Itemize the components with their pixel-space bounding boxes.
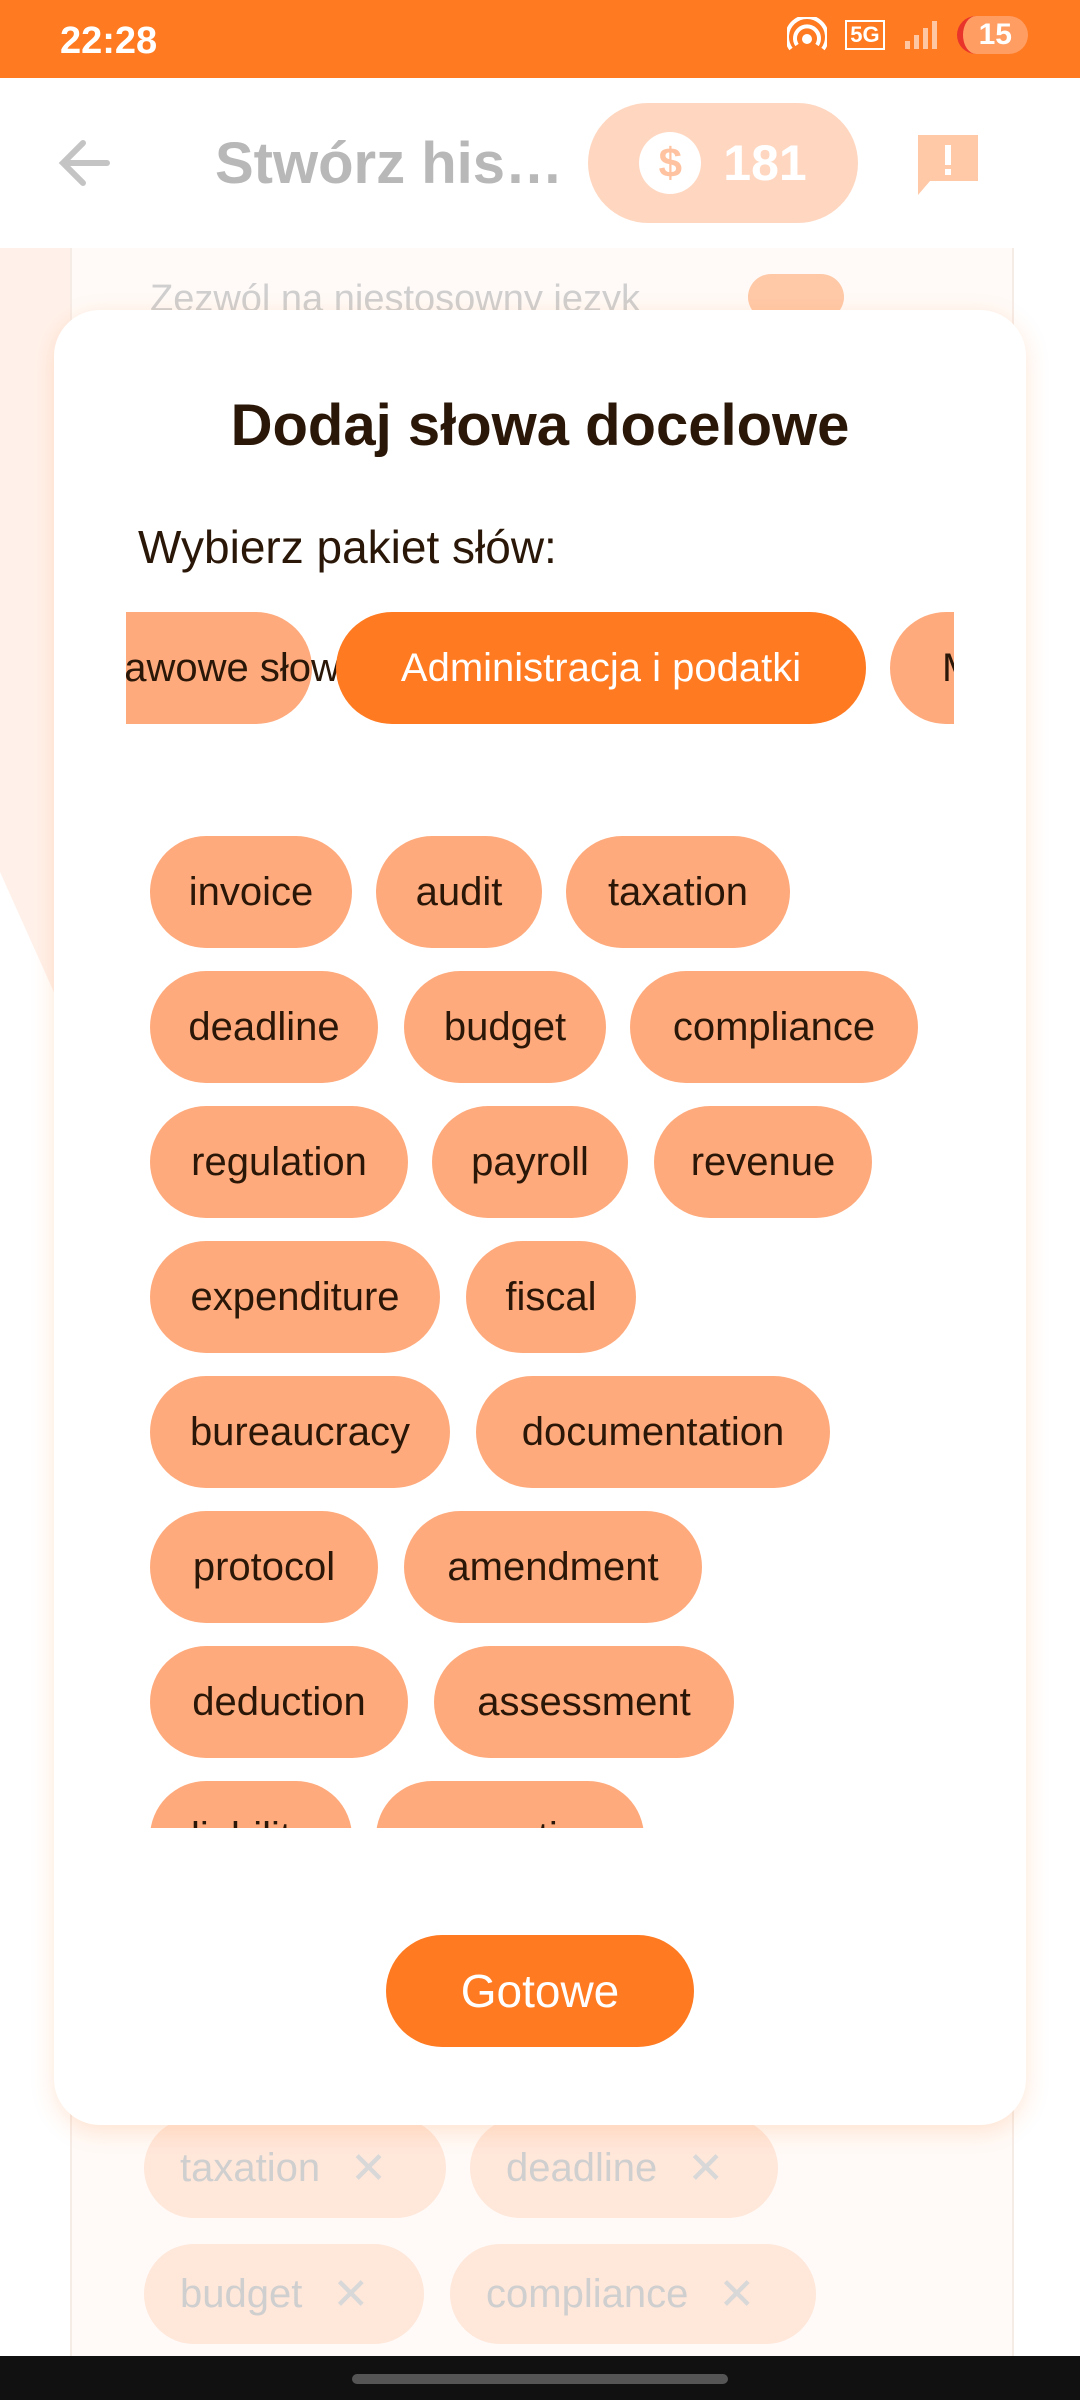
network-5g-icon: 5G — [845, 20, 885, 50]
selected-word-chip[interactable]: deadline ✕ — [470, 2118, 778, 2218]
word-chip[interactable]: taxation — [566, 836, 790, 948]
pack-label: Wybierz pakiet słów: — [138, 521, 557, 573]
dialog-title: Dodaj słowa docelowe — [230, 393, 850, 458]
word-chip[interactable]: exemption — [376, 1781, 644, 1828]
word-chip[interactable]: fiscal — [466, 1241, 636, 1353]
word-chip[interactable]: revenue — [654, 1106, 872, 1218]
back-arrow-icon[interactable] — [55, 138, 111, 188]
hotspot-icon — [787, 17, 828, 51]
pack-chip-selected[interactable]: Administracja i podatki — [336, 612, 866, 724]
status-bar: 22:28 5G 15 — [0, 0, 1080, 78]
remove-icon[interactable]: ✕ — [687, 2143, 725, 2193]
word-pack-selector[interactable]: Podstawowe słowa Administracja i podatki… — [126, 612, 954, 724]
word-chip[interactable]: deadline — [150, 971, 378, 1083]
word-chip[interactable]: expenditure — [150, 1241, 440, 1353]
word-chip[interactable]: liability — [150, 1781, 352, 1828]
word-chip[interactable]: assessment — [434, 1646, 734, 1758]
word-chip[interactable]: payroll — [432, 1106, 628, 1218]
word-chip[interactable]: protocol — [150, 1511, 378, 1623]
remove-icon[interactable]: ✕ — [332, 2269, 370, 2319]
word-chip[interactable]: bureaucracy — [150, 1376, 450, 1488]
home-gesture-handle[interactable] — [352, 2374, 728, 2384]
word-chip[interactable]: documentation — [476, 1376, 830, 1488]
word-chip[interactable]: deduction — [150, 1646, 408, 1758]
signal-icon — [904, 21, 937, 49]
word-chip[interactable]: compliance — [630, 971, 918, 1083]
selected-word-chip[interactable]: compliance ✕ — [450, 2244, 816, 2344]
pack-chip[interactable]: M — [890, 612, 954, 724]
selected-word-label: deadline — [506, 2145, 658, 2190]
word-chip[interactable]: invoice — [150, 836, 352, 948]
pack-chip[interactable]: Podstawowe słowa — [126, 612, 362, 724]
coin-balance[interactable]: $ 181 — [588, 103, 858, 223]
status-time: 22:28 — [60, 20, 158, 62]
word-chip[interactable]: audit — [376, 836, 542, 948]
word-chip[interactable]: budget — [404, 971, 606, 1083]
add-target-words-dialog: Dodaj słowa docelowe Wybierz pakiet słów… — [54, 310, 1026, 2125]
battery-indicator: 15 — [956, 16, 1028, 54]
dollar-coin-icon: $ — [639, 132, 702, 194]
page-title: Stwórz historię — [215, 131, 565, 196]
app-bar: Stwórz historię $ 181 — [0, 78, 1080, 248]
navigation-bar — [0, 2356, 1080, 2400]
word-list[interactable]: invoice audit taxation deadline budget c… — [150, 836, 990, 1828]
word-chip[interactable]: amendment — [404, 1511, 702, 1623]
coin-count: 181 — [723, 135, 807, 191]
selected-word-chip[interactable]: taxation ✕ — [144, 2118, 446, 2218]
status-icons: 5G 15 — [787, 16, 1028, 54]
selected-word-label: compliance — [486, 2271, 689, 2316]
done-button[interactable]: Gotowe — [386, 1935, 694, 2047]
selected-word-label: taxation — [180, 2145, 321, 2190]
word-chip[interactable]: regulation — [150, 1106, 408, 1218]
remove-icon[interactable]: ✕ — [718, 2269, 756, 2319]
selected-word-label: budget — [180, 2271, 303, 2316]
report-icon[interactable] — [916, 133, 980, 197]
remove-icon[interactable]: ✕ — [350, 2143, 387, 2193]
selected-word-chip[interactable]: budget ✕ — [144, 2244, 424, 2344]
